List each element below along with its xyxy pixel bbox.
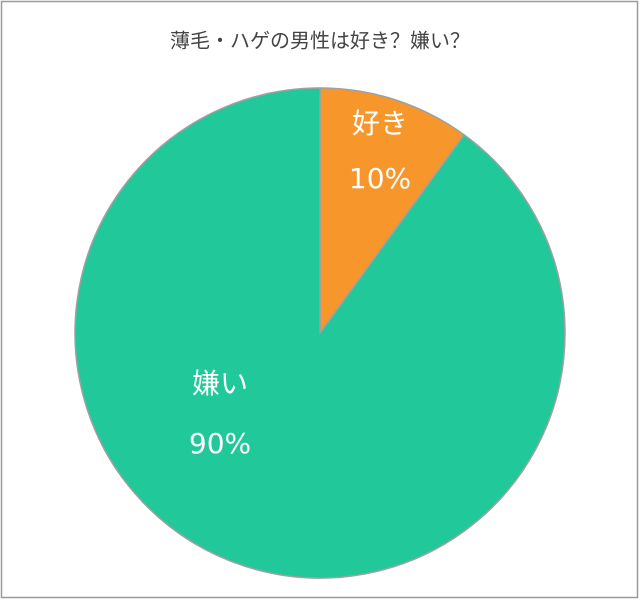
value-label: 90% [189,427,251,460]
value-label: 10% [349,162,411,195]
pie-slice [319,87,466,336]
pie-slice [74,87,566,579]
chart-title: 薄毛・ハゲの男性は好き？嫌い？ [170,29,470,53]
slice-label: 好き [352,107,408,140]
slice-label: 嫌い [192,367,248,400]
